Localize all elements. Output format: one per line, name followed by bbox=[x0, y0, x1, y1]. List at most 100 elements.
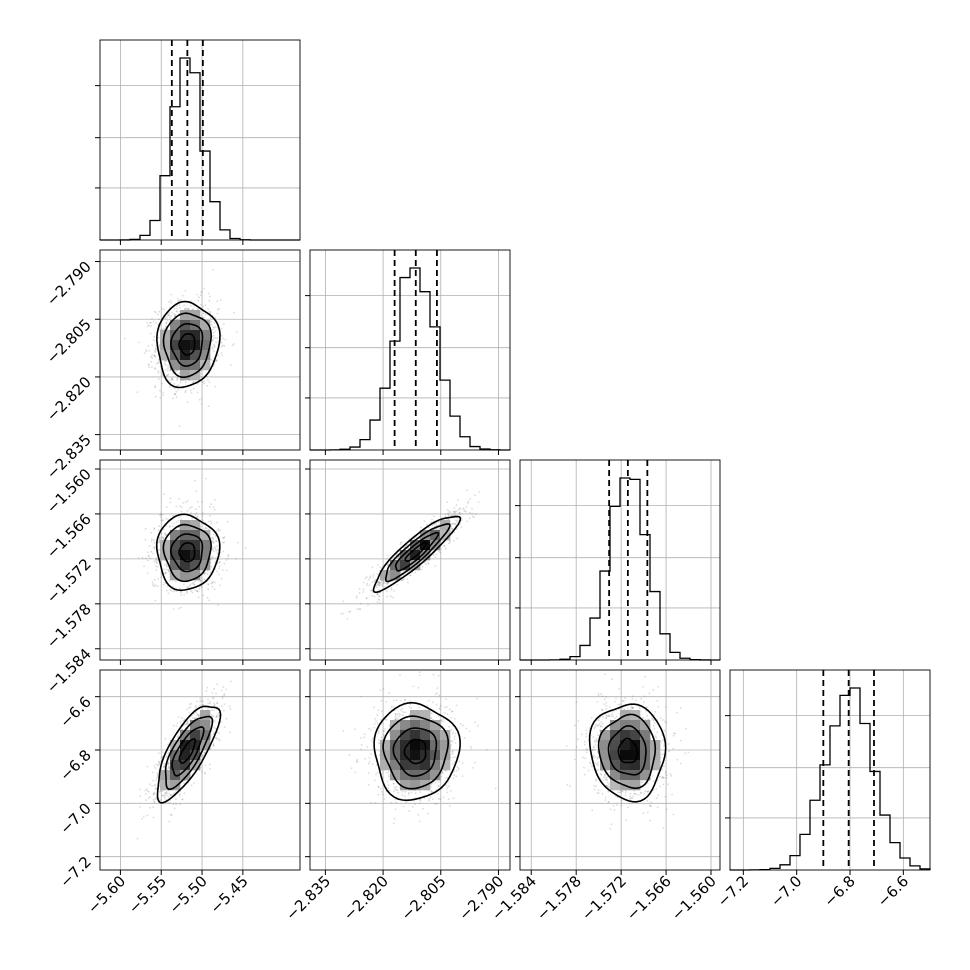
sample-point bbox=[202, 594, 205, 597]
sample-point bbox=[165, 322, 168, 325]
sample-point bbox=[216, 738, 219, 741]
sample-point bbox=[450, 527, 453, 529]
sample-point bbox=[163, 328, 165, 330]
sample-point bbox=[150, 325, 153, 327]
sample-point bbox=[207, 520, 210, 523]
sample-point bbox=[179, 803, 182, 806]
sample-point bbox=[153, 355, 156, 358]
sample-point bbox=[200, 291, 203, 294]
sample-point bbox=[189, 585, 192, 587]
sample-point bbox=[180, 606, 182, 609]
sample-point bbox=[154, 798, 157, 800]
sample-point bbox=[189, 583, 192, 586]
hist-2-frame bbox=[519, 459, 721, 661]
sample-point bbox=[180, 299, 183, 301]
sample-point bbox=[147, 555, 150, 558]
histogram-step-0 bbox=[100, 57, 300, 241]
sample-point bbox=[376, 593, 379, 596]
sample-point bbox=[359, 608, 362, 611]
scatter-panel-2-1 bbox=[305, 459, 511, 665]
sample-point bbox=[219, 555, 222, 558]
sample-point bbox=[222, 344, 224, 347]
sample-point bbox=[167, 364, 170, 367]
sample-point bbox=[213, 321, 216, 324]
sample-point bbox=[392, 596, 394, 599]
sample-point bbox=[215, 360, 218, 362]
sample-point bbox=[178, 607, 180, 610]
sample-point bbox=[154, 350, 157, 352]
sample-point bbox=[478, 491, 481, 493]
sample-point bbox=[163, 793, 166, 796]
sample-point bbox=[362, 581, 365, 584]
sample-point bbox=[216, 312, 219, 315]
sample-point bbox=[162, 537, 164, 540]
sample-point bbox=[177, 298, 180, 300]
sample-point bbox=[178, 734, 180, 737]
sample-point bbox=[420, 568, 423, 571]
sample-point bbox=[371, 581, 374, 583]
sample-point bbox=[174, 393, 177, 395]
sample-point bbox=[155, 559, 158, 562]
sample-point bbox=[210, 522, 213, 525]
sample-point bbox=[168, 366, 171, 369]
sample-point bbox=[150, 540, 153, 543]
sample-point bbox=[167, 369, 169, 372]
sample-point bbox=[176, 378, 178, 381]
sample-point bbox=[156, 585, 159, 588]
sample-point bbox=[153, 339, 155, 342]
sample-point bbox=[202, 700, 205, 703]
sample-point bbox=[149, 783, 151, 786]
sample-point bbox=[183, 304, 186, 307]
sample-point bbox=[465, 506, 468, 508]
sample-point bbox=[212, 550, 215, 553]
sample-point bbox=[220, 689, 223, 692]
sample-point bbox=[175, 310, 178, 313]
sample-point bbox=[218, 565, 221, 567]
sample-point bbox=[215, 341, 218, 344]
sample-point bbox=[376, 584, 378, 587]
sample-point bbox=[220, 577, 223, 580]
sample-point bbox=[207, 292, 210, 295]
sample-point bbox=[378, 595, 381, 598]
sample-point bbox=[175, 798, 177, 800]
sample-point bbox=[154, 584, 157, 586]
sample-point bbox=[367, 603, 369, 606]
sample-point bbox=[216, 713, 219, 716]
sample-point bbox=[216, 300, 219, 302]
sample-point bbox=[199, 294, 202, 297]
sample-point bbox=[176, 307, 179, 310]
sample-point bbox=[208, 381, 211, 384]
sample-point bbox=[390, 595, 392, 598]
density-cell bbox=[180, 310, 191, 321]
sample-point bbox=[218, 584, 221, 587]
sample-point bbox=[160, 532, 163, 535]
sample-point bbox=[377, 581, 380, 584]
y-tick-label: −2.820 bbox=[43, 373, 95, 425]
sample-point bbox=[356, 595, 358, 597]
sample-point bbox=[214, 316, 217, 319]
sample-point bbox=[175, 390, 178, 393]
density-cell bbox=[180, 320, 191, 331]
sample-point bbox=[153, 765, 156, 767]
sample-point bbox=[164, 572, 167, 575]
sample-point bbox=[189, 389, 192, 392]
sample-point bbox=[151, 344, 154, 347]
sample-point bbox=[196, 589, 198, 592]
sample-point bbox=[182, 294, 184, 297]
sample-point bbox=[214, 547, 217, 550]
sample-point bbox=[458, 511, 461, 514]
sample-point bbox=[163, 362, 166, 365]
sample-point bbox=[167, 569, 170, 572]
sample-point bbox=[225, 717, 228, 720]
sample-point bbox=[163, 568, 166, 571]
sample-point bbox=[155, 565, 158, 567]
sample-point bbox=[162, 391, 164, 394]
sample-point bbox=[196, 700, 199, 703]
density-cell bbox=[190, 370, 201, 381]
contour-line bbox=[178, 333, 196, 356]
sample-point bbox=[367, 578, 370, 581]
sample-point bbox=[165, 568, 168, 571]
sample-point bbox=[207, 308, 210, 311]
sample-point bbox=[169, 501, 172, 504]
sample-point bbox=[218, 732, 220, 735]
